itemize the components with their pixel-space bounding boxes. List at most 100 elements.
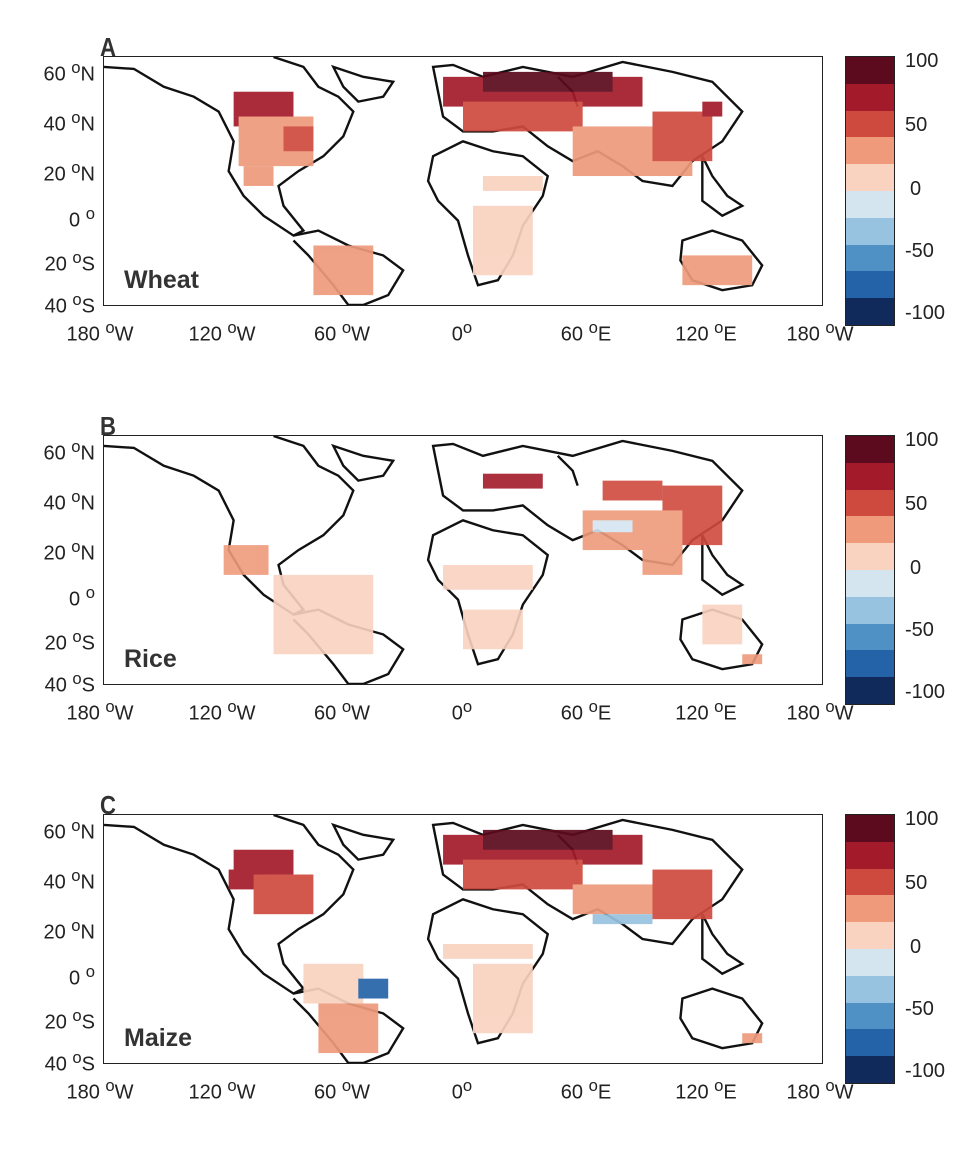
y-tick-label: 20 oS [44,1006,95,1034]
colorbar-tick: -100 [905,681,946,703]
x-tick-label: 120 oE [675,318,737,346]
colorbar-segment [846,975,894,1003]
panel-letter: B [100,411,116,441]
colorbar-segment [846,543,894,570]
colorbar-tick: 100 [905,808,939,830]
colorbar-tick: -50 [905,619,934,641]
panel-c: C [0,790,970,1168]
colorbar-segment [846,137,894,165]
y-tick-label: 20 oS [44,248,95,276]
colorbar-tick: 0 [910,178,922,200]
colorbar-tick: -100 [905,1060,946,1082]
colorbar-segment [846,190,894,218]
x-tick-label: 120 oW [188,1076,256,1104]
colorbar-segment [846,110,894,138]
colorbar-tick: -50 [905,240,934,262]
colorbar-segment [846,516,894,544]
y-tick-label: 40 oN [43,108,95,136]
colorbar-tick: 0 [910,557,922,579]
colorbar [845,814,895,1084]
y-tick-label: 60 oN [43,816,95,844]
y-tick-label: 40 oS [44,290,95,318]
y-tick-label: 0 o [69,583,95,611]
x-tick-label: 0o [451,318,473,346]
colorbar-segment [846,569,894,597]
x-tick-label: 60 oW [314,697,370,725]
world-map [104,815,764,1063]
colorbar-segment [846,164,894,191]
world-map [104,57,764,305]
colorbar-segment [846,596,894,624]
colorbar-segment [846,1029,894,1057]
y-tick-label: 0 o [69,204,95,232]
colorbar-segment [846,623,894,651]
panel-letter: C [100,790,116,820]
y-tick-label: 40 oN [43,487,95,515]
colorbar-segment [846,298,894,325]
colorbar-segment [846,922,894,949]
x-tick-label: 180 oW [66,1076,134,1104]
map-frame: Maize [103,814,823,1064]
colorbar-segment [846,217,894,245]
colorbar [845,435,895,705]
colorbar [845,56,895,326]
x-tick-label: 120 oW [188,318,256,346]
x-tick-label: 180 oW [786,318,854,346]
colorbar-tick: 100 [905,429,939,451]
panel-a: A [0,32,970,410]
x-tick-label: 120 oE [675,1076,737,1104]
world-map [104,436,764,684]
y-tick-label: 20 oN [43,158,95,186]
x-tick-label: 60 oE [560,697,612,725]
x-tick-label: 180 oW [786,697,854,725]
colorbar-segment [846,83,894,111]
colorbar-segment [846,436,894,463]
y-tick-label: 20 oN [43,916,95,944]
x-tick-label: 60 oE [560,1076,612,1104]
y-tick-label: 60 oN [43,58,95,86]
colorbar-segment [846,868,894,896]
y-tick-label: 20 oS [44,627,95,655]
crop-label: Rice [124,645,177,673]
x-tick-label: 180 oW [66,697,134,725]
colorbar-segment [846,815,894,842]
colorbar-segment [846,489,894,517]
colorbar-segment [846,948,894,976]
x-tick-label: 60 oE [560,318,612,346]
colorbar-segment [846,1056,894,1083]
colorbar-segment [846,271,894,299]
colorbar-segment [846,677,894,704]
map-frame: Rice [103,435,823,685]
x-tick-label: 60 oW [314,318,370,346]
colorbar-tick: 50 [905,114,928,136]
x-tick-label: 180 oW [66,318,134,346]
colorbar-tick: 50 [905,872,928,894]
colorbar-segment [846,650,894,678]
x-tick-label: 60 oW [314,1076,370,1104]
colorbar-segment [846,895,894,923]
colorbar-tick: 0 [910,936,922,958]
colorbar-segment [846,841,894,869]
colorbar-tick: 100 [905,50,939,72]
x-tick-label: 120 oE [675,697,737,725]
map-frame: Wheat [103,56,823,306]
y-tick-label: 60 oN [43,437,95,465]
colorbar-tick: -100 [905,302,946,324]
y-tick-label: 40 oN [43,866,95,894]
colorbar-segment [846,1002,894,1030]
colorbar-segment [846,244,894,272]
colorbar-segment [846,57,894,84]
crop-label: Maize [124,1024,193,1052]
x-tick-label: 0o [451,1076,473,1104]
panel-letter: A [100,32,116,62]
panel-b: B [0,411,970,789]
x-tick-label: 120 oW [188,697,256,725]
y-tick-label: 0 o [69,962,95,990]
y-tick-label: 40 oS [44,669,95,697]
colorbar-segment [846,462,894,490]
y-tick-label: 20 oN [43,537,95,565]
y-tick-label: 40 oS [44,1048,95,1076]
colorbar-tick: 50 [905,493,928,515]
crop-label: Wheat [124,266,199,294]
x-tick-label: 0o [451,697,473,725]
